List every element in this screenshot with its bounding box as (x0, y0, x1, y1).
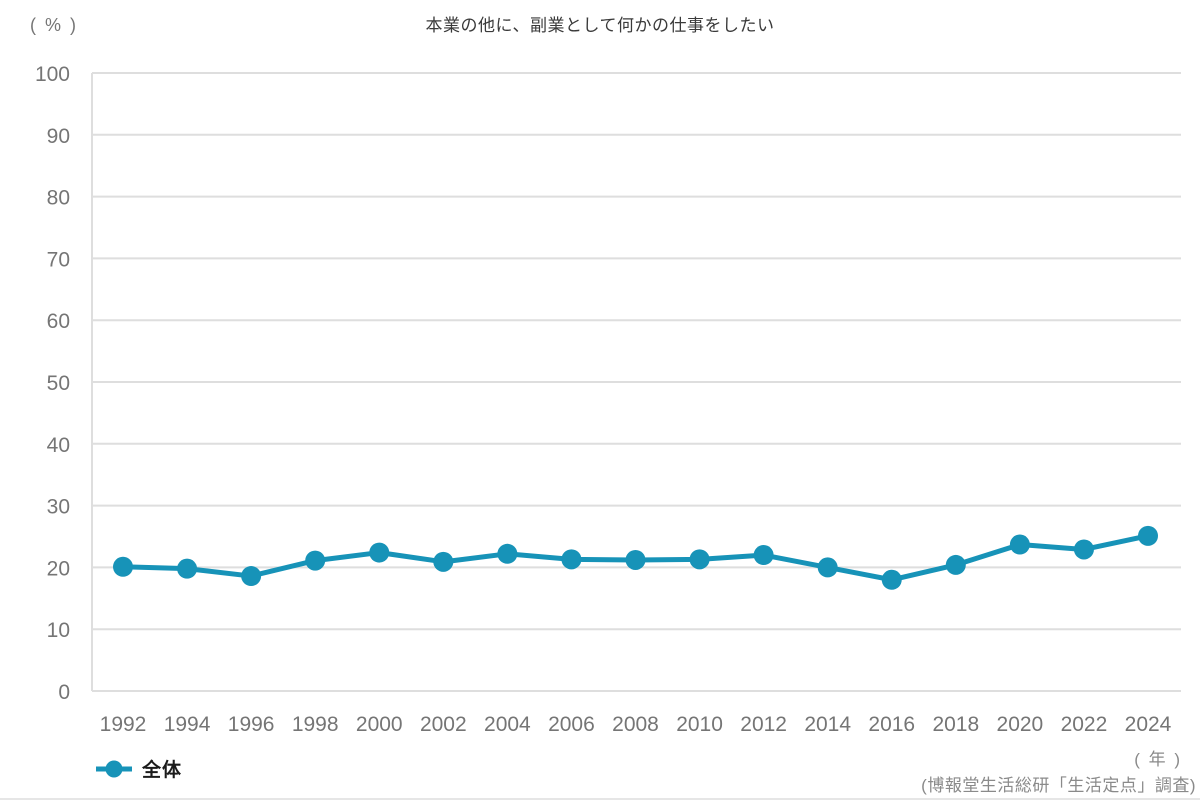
y-tick-label: 90 (47, 125, 70, 148)
data-point (625, 549, 646, 570)
x-tick-label: 2014 (804, 713, 851, 736)
data-point (561, 549, 582, 570)
y-tick-label: 40 (47, 434, 70, 457)
x-tick-label: 1992 (100, 713, 147, 736)
data-point (305, 550, 326, 571)
x-tick-label: 2008 (612, 713, 659, 736)
bottom-divider (0, 798, 1200, 800)
x-tick-label: 2002 (420, 713, 467, 736)
data-point (689, 549, 710, 570)
x-tick-label: 2024 (1125, 713, 1172, 736)
y-tick-label: 80 (47, 187, 70, 210)
x-tick-label: 2000 (356, 713, 403, 736)
data-point (817, 557, 838, 578)
y-axis-unit-label: ( % ) (30, 15, 78, 35)
x-tick-label: 2006 (548, 713, 595, 736)
data-point (497, 543, 518, 564)
data-point (241, 566, 262, 587)
x-tick-label: 2010 (676, 713, 723, 736)
legend-series-marker-icon (96, 760, 132, 777)
data-point (753, 545, 774, 566)
source-note: (博報堂生活総研「生活定点」調査) (921, 776, 1196, 795)
x-tick-label: 2022 (1061, 713, 1108, 736)
data-point (945, 554, 966, 575)
data-point (369, 542, 390, 563)
y-tick-label: 70 (47, 248, 70, 271)
legend: 全体 (95, 755, 182, 782)
chart-title: 本業の他に、副業として何かの仕事をしたい (425, 16, 775, 35)
y-tick-label: 20 (47, 557, 70, 580)
data-point (433, 551, 454, 572)
data-point (1073, 539, 1094, 560)
data-point (177, 558, 198, 579)
y-tick-label: 10 (47, 619, 70, 642)
data-point (881, 569, 902, 590)
legend-series-label: 全体 (142, 760, 183, 781)
line-chart-canvas: 0 10 20 30 40 50 60 70 80 90 100 1992 1994 1996 1998 20… (35, 63, 1181, 736)
x-tick-label: 2012 (740, 713, 787, 736)
x-tick-label: 2004 (484, 713, 531, 736)
x-tick-label: 2020 (997, 713, 1044, 736)
x-tick-label: 1998 (292, 713, 339, 736)
y-tick-label: 100 (35, 63, 70, 86)
x-axis-unit-label: ( 年 ) (1134, 750, 1182, 769)
data-point (1009, 534, 1030, 555)
y-tick-label: 30 (47, 496, 70, 519)
data-point (113, 556, 133, 577)
x-tick-label: 2016 (868, 713, 915, 736)
y-tick-label: 60 (47, 310, 70, 333)
x-tick-label: 1996 (228, 713, 275, 736)
x-tick-label: 2018 (932, 713, 979, 736)
x-tick-label: 1994 (164, 713, 211, 736)
y-tick-label: 0 (58, 681, 70, 704)
y-tick-label: 50 (47, 372, 70, 395)
data-point (1138, 525, 1158, 546)
